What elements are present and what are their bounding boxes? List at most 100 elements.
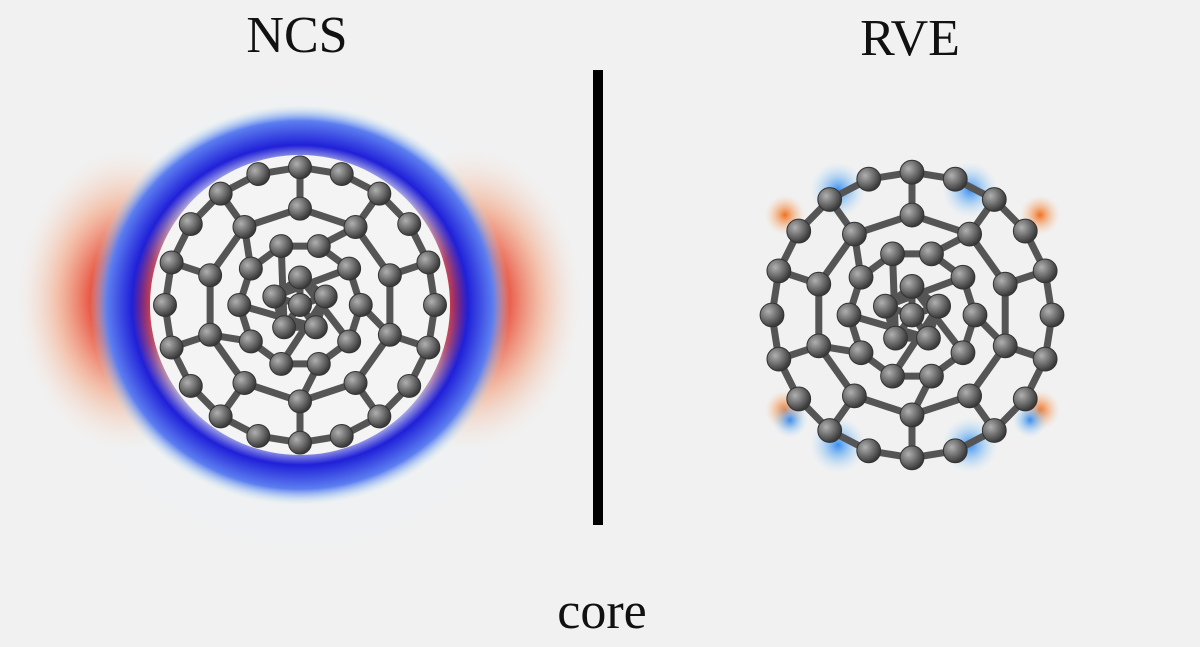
field-spot [1012, 402, 1048, 438]
atom [1032, 258, 1058, 284]
bond [881, 273, 967, 310]
atom [288, 155, 312, 180]
bond [908, 282, 967, 357]
bond [296, 273, 353, 345]
atom [856, 166, 882, 192]
atom [848, 340, 874, 366]
bond [270, 265, 353, 300]
atom [1012, 386, 1038, 412]
atom [288, 430, 312, 455]
atom [841, 383, 867, 409]
atom [992, 333, 1018, 359]
atom [208, 181, 233, 206]
atom [337, 256, 362, 281]
atom [348, 293, 373, 317]
divider [593, 70, 603, 525]
atom [919, 363, 944, 389]
atom [916, 325, 941, 351]
atom [343, 215, 368, 239]
atom [950, 264, 976, 290]
caption: core [557, 583, 646, 640]
atom [303, 315, 328, 340]
atom [899, 302, 925, 328]
atom [817, 418, 843, 443]
atom [198, 322, 223, 347]
atom [817, 187, 843, 212]
atom [208, 404, 233, 429]
atom [262, 284, 287, 309]
atom [957, 383, 983, 409]
atom [899, 202, 925, 228]
atom [159, 250, 184, 275]
atom [397, 373, 422, 398]
atom [950, 340, 976, 366]
atom [178, 373, 203, 398]
atom [942, 438, 968, 464]
atom [872, 293, 898, 319]
atom [288, 389, 312, 414]
bond [277, 292, 330, 368]
atom [899, 402, 925, 428]
atom [198, 263, 223, 288]
atom [288, 196, 312, 221]
atom [806, 271, 832, 297]
atom [306, 234, 331, 259]
atom [981, 418, 1007, 443]
bond [845, 311, 932, 342]
atom [343, 371, 368, 395]
atom [313, 284, 338, 309]
atom [227, 293, 252, 317]
atom [841, 221, 867, 247]
atom [159, 335, 184, 360]
atom [1012, 218, 1038, 244]
bond [889, 250, 900, 342]
bond [277, 242, 288, 331]
atom [288, 293, 312, 317]
atom [416, 250, 441, 275]
atom [981, 187, 1007, 212]
atom [377, 322, 402, 347]
panel-label: RVE [860, 10, 960, 67]
atom [1039, 302, 1065, 328]
atom [416, 335, 441, 360]
atom [806, 333, 832, 359]
atom [919, 241, 944, 267]
atom [766, 258, 792, 284]
atom [942, 166, 968, 192]
atom [926, 293, 952, 319]
atom [883, 325, 908, 351]
atom [246, 423, 271, 448]
atom [880, 363, 905, 389]
atom [759, 302, 785, 328]
atom [836, 302, 862, 328]
atom [766, 346, 792, 372]
atom [880, 241, 905, 267]
atom [272, 315, 297, 340]
atom [899, 274, 925, 299]
atom [232, 371, 257, 395]
atom [288, 265, 312, 290]
atom [153, 293, 177, 317]
atom [238, 256, 263, 281]
atom [957, 221, 983, 247]
panel-label: NCS [246, 7, 347, 64]
atom [269, 234, 294, 259]
atom [899, 445, 925, 471]
atom [269, 351, 294, 376]
atom [329, 162, 354, 187]
atom [992, 271, 1018, 297]
atom [856, 438, 882, 464]
atom [899, 159, 925, 185]
atom [246, 162, 271, 187]
bond [235, 301, 320, 331]
atom [178, 212, 203, 237]
atom [1032, 346, 1058, 372]
atom [232, 215, 257, 239]
fullerene-rve [759, 159, 1065, 471]
atom [423, 293, 447, 317]
atom [238, 329, 263, 354]
atom [786, 386, 812, 412]
atom [397, 212, 422, 237]
